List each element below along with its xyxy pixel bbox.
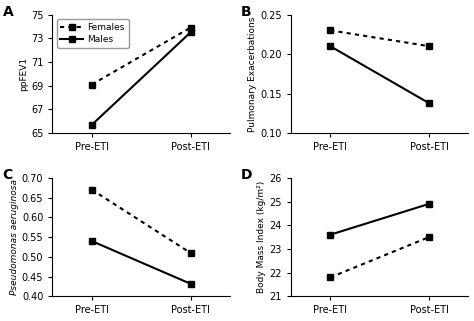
Females [328, 275, 333, 279]
Males [89, 239, 95, 243]
Females [188, 251, 193, 255]
Line: Females: Females [327, 27, 432, 49]
Males [328, 44, 333, 48]
Males [426, 202, 432, 206]
Line: Males: Males [89, 238, 194, 287]
Line: Females: Females [89, 187, 194, 256]
Y-axis label: Body Mass Index (kg/m²): Body Mass Index (kg/m²) [257, 181, 266, 293]
Females [89, 188, 95, 192]
Line: Males: Males [327, 43, 432, 106]
Text: A: A [2, 5, 13, 19]
Y-axis label: Pulmonary Exacerbations: Pulmonary Exacerbations [248, 16, 257, 132]
Females [426, 44, 432, 48]
Line: Males: Males [89, 29, 194, 128]
Males [328, 233, 333, 237]
Males [188, 282, 193, 286]
Text: D: D [241, 168, 253, 182]
Y-axis label: Pseudomonas aeruginosa: Pseudomonas aeruginosa [10, 179, 19, 295]
Males [89, 123, 95, 127]
Y-axis label: ppFEV1: ppFEV1 [19, 57, 28, 91]
Males [426, 101, 432, 105]
Females [89, 82, 95, 86]
Line: Females: Females [327, 234, 432, 281]
Legend: Females, Males: Females, Males [57, 19, 128, 48]
Females [188, 26, 193, 30]
Line: Females: Females [89, 24, 194, 88]
Text: C: C [2, 168, 13, 182]
Males [188, 30, 193, 34]
Females [426, 235, 432, 239]
Females [328, 29, 333, 32]
Line: Males: Males [327, 201, 432, 238]
Text: B: B [241, 5, 252, 19]
